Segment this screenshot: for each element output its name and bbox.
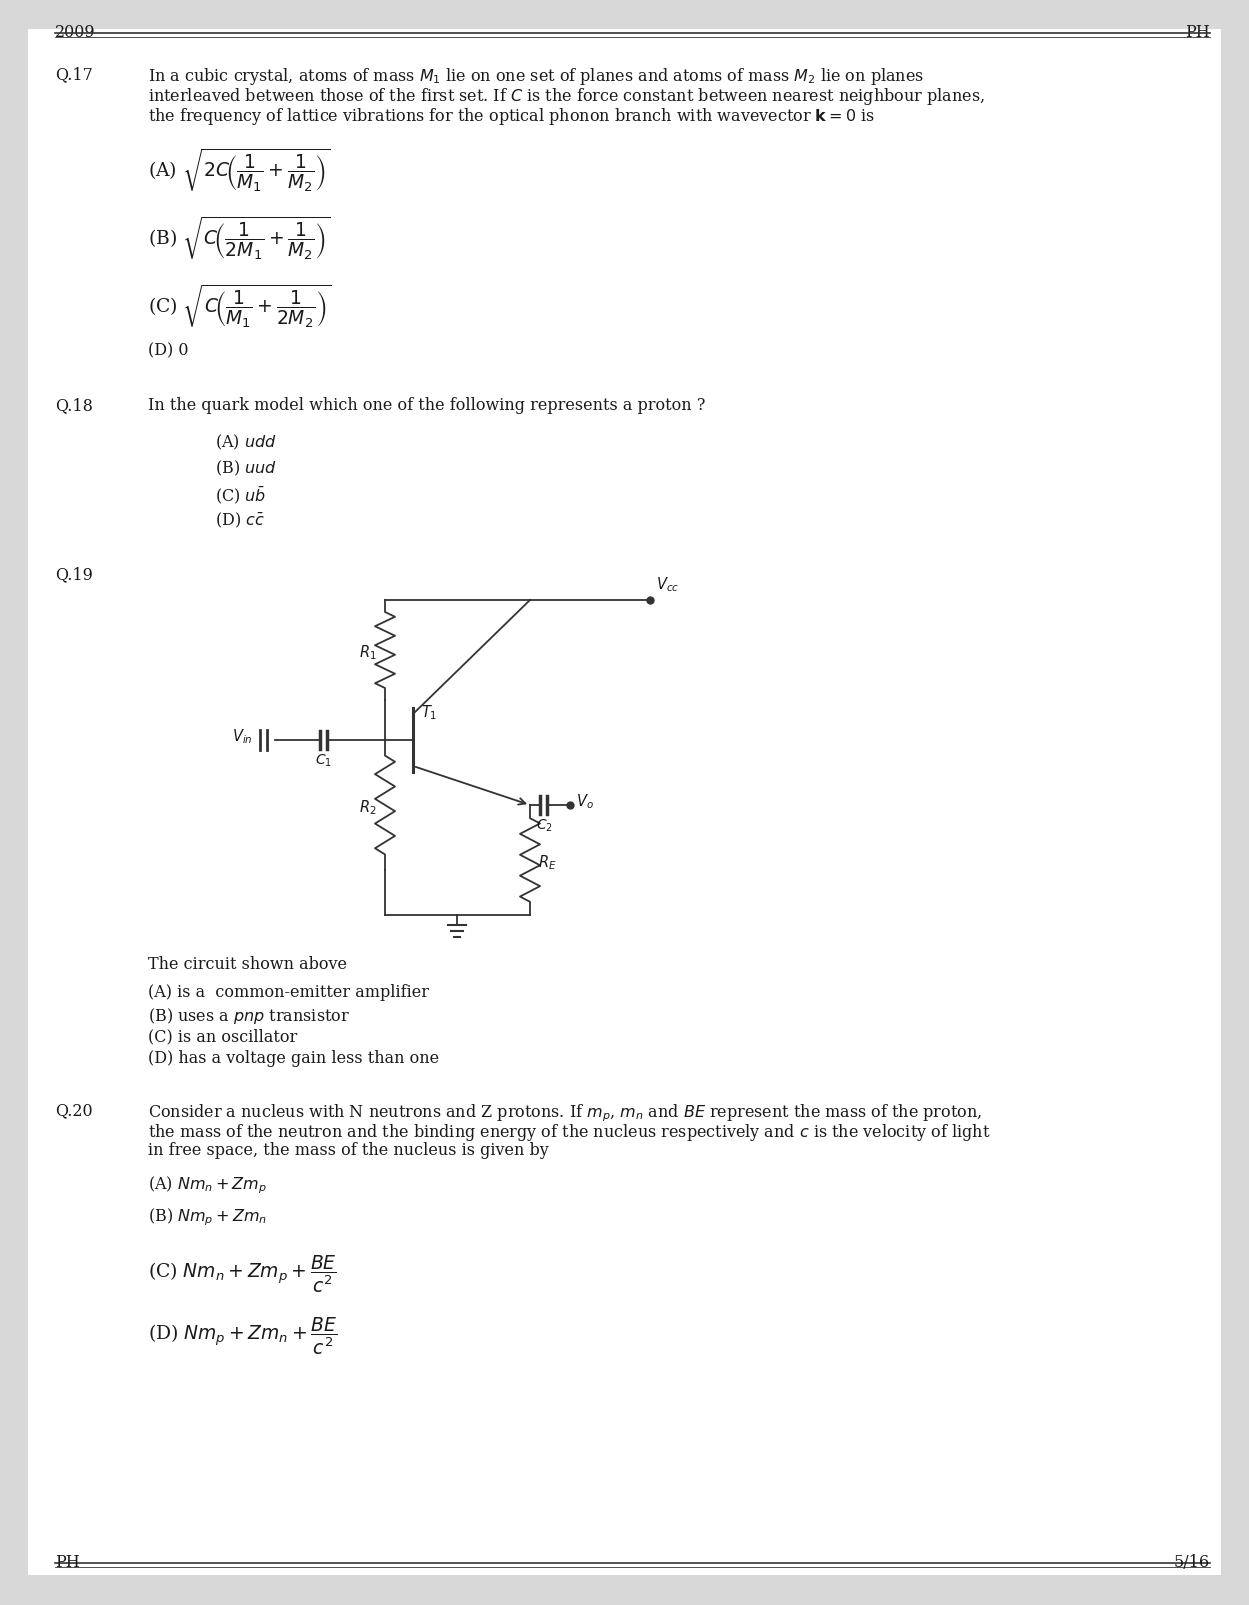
Text: $C_1$: $C_1$ <box>315 753 331 769</box>
Text: (A) $\sqrt{2C\!\left(\dfrac{1}{M_1}+\dfrac{1}{M_2}\right)}$: (A) $\sqrt{2C\!\left(\dfrac{1}{M_1}+\dfr… <box>147 146 331 194</box>
Text: $R_1$: $R_1$ <box>360 642 377 661</box>
Text: interleaved between those of the first set. If $C$ is the force constant between: interleaved between those of the first s… <box>147 87 984 108</box>
Text: $V_{cc}$: $V_{cc}$ <box>656 575 679 594</box>
Text: (B) $uud$: (B) $uud$ <box>215 459 277 478</box>
Text: (D) 0: (D) 0 <box>147 342 189 360</box>
Text: $R_2$: $R_2$ <box>360 798 377 817</box>
Text: Q.18: Q.18 <box>55 396 92 414</box>
Text: $T_1$: $T_1$ <box>421 703 437 721</box>
Text: (B) uses a $pnp$ transistor: (B) uses a $pnp$ transistor <box>147 1005 350 1026</box>
Text: (C) is an oscillator: (C) is an oscillator <box>147 1027 297 1045</box>
Text: In a cubic crystal, atoms of mass $M_1$ lie on one set of planes and atoms of ma: In a cubic crystal, atoms of mass $M_1$ … <box>147 66 924 87</box>
Text: (C) $Nm_n + Zm_p + \dfrac{BE}{c^2}$: (C) $Nm_n + Zm_p + \dfrac{BE}{c^2}$ <box>147 1254 337 1295</box>
Text: Q.20: Q.20 <box>55 1101 92 1119</box>
Text: (B) $\sqrt{C\!\left(\dfrac{1}{2M_1}+\dfrac{1}{M_2}\right)}$: (B) $\sqrt{C\!\left(\dfrac{1}{2M_1}+\dfr… <box>147 213 331 262</box>
Text: Q.17: Q.17 <box>55 66 92 83</box>
Text: In the quark model which one of the following represents a proton ?: In the quark model which one of the foll… <box>147 396 706 414</box>
Text: $R_E$: $R_E$ <box>538 852 557 872</box>
Text: The circuit shown above: The circuit shown above <box>147 955 347 973</box>
Text: $C_2$: $C_2$ <box>536 817 552 835</box>
Text: 2009: 2009 <box>55 24 96 42</box>
Text: (B) $Nm_p + Zm_n$: (B) $Nm_p + Zm_n$ <box>147 1205 267 1226</box>
Text: 5/16: 5/16 <box>1174 1554 1210 1570</box>
Text: (C) $u\bar{b}$: (C) $u\bar{b}$ <box>215 485 266 506</box>
Text: (D) $c\bar{c}$: (D) $c\bar{c}$ <box>215 510 265 530</box>
Text: (A) $Nm_n + Zm_p$: (A) $Nm_n + Zm_p$ <box>147 1173 267 1194</box>
Text: (A) is a  common-emitter amplifier: (A) is a common-emitter amplifier <box>147 984 428 1000</box>
Text: PH: PH <box>1185 24 1210 42</box>
Text: the mass of the neutron and the binding energy of the nucleus respectively and $: the mass of the neutron and the binding … <box>147 1122 990 1143</box>
Text: (D) $Nm_p + Zm_n + \dfrac{BE}{c^2}$: (D) $Nm_p + Zm_n + \dfrac{BE}{c^2}$ <box>147 1314 337 1356</box>
Text: in free space, the mass of the nucleus is given by: in free space, the mass of the nucleus i… <box>147 1141 548 1159</box>
Text: Q.19: Q.19 <box>55 565 92 583</box>
Text: (A) $udd$: (A) $udd$ <box>215 433 277 453</box>
Text: PH: PH <box>55 1554 80 1570</box>
Text: $V_{in}$: $V_{in}$ <box>232 727 254 746</box>
Text: (D) has a voltage gain less than one: (D) has a voltage gain less than one <box>147 1050 440 1066</box>
Text: Consider a nucleus with N neutrons and Z protons. If $m_p$, $m_n$ and $BE$ repre: Consider a nucleus with N neutrons and Z… <box>147 1101 982 1124</box>
Text: (C) $\sqrt{C\!\left(\dfrac{1}{M_1}+\dfrac{1}{2M_2}\right)}$: (C) $\sqrt{C\!\left(\dfrac{1}{M_1}+\dfra… <box>147 282 331 329</box>
Text: the frequency of lattice vibrations for the optical phonon branch with wavevecto: the frequency of lattice vibrations for … <box>147 106 874 127</box>
Text: $V_o$: $V_o$ <box>576 793 593 811</box>
FancyBboxPatch shape <box>27 30 1222 1575</box>
